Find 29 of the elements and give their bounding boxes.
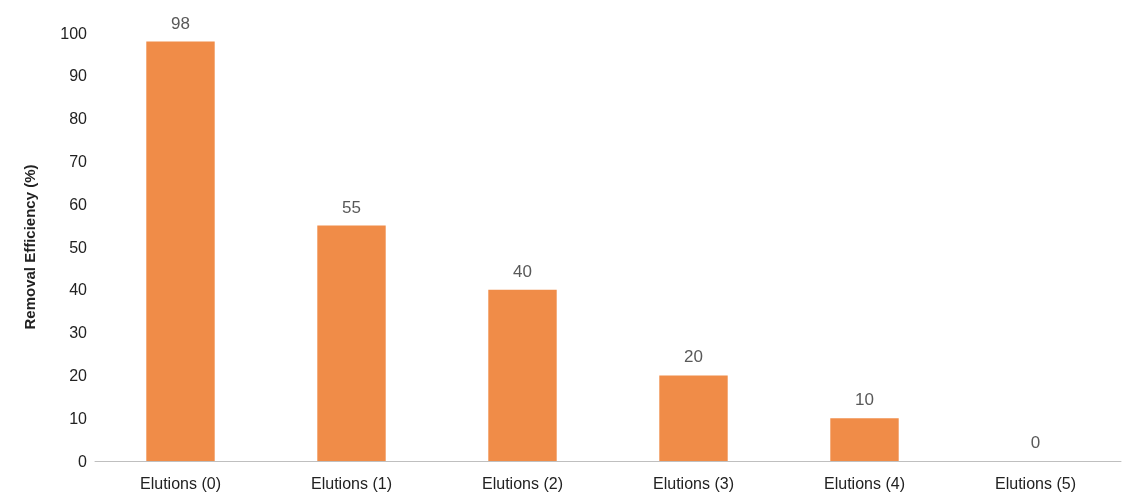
y-tick-label: 10 [69, 409, 88, 427]
y-tick-label: 70 [69, 152, 88, 170]
y-tick-label: 60 [69, 195, 88, 213]
data-label: 40 [513, 261, 532, 281]
x-tick-label: Elutions (1) [311, 474, 392, 492]
data-label: 10 [855, 390, 874, 410]
bar [317, 225, 386, 461]
data-label: 20 [684, 347, 703, 367]
bar [146, 41, 215, 461]
data-label: 98 [171, 13, 190, 33]
bar [830, 418, 899, 461]
data-label: 55 [342, 197, 361, 217]
y-tick-label: 30 [69, 324, 88, 342]
y-tick-label: 0 [78, 452, 88, 470]
y-axis-title: Removal Efficiency (%) [21, 164, 38, 330]
x-tick-label: Elutions (3) [653, 474, 734, 492]
y-tick-label: 40 [69, 281, 88, 299]
x-tick-label: Elutions (5) [995, 474, 1076, 492]
x-tick-label: Elutions (2) [482, 474, 563, 492]
y-tick-label: 90 [69, 67, 88, 85]
y-tick-label: 80 [69, 110, 88, 128]
bar [659, 375, 728, 461]
y-tick-label: 100 [60, 24, 88, 42]
data-label: 0 [1030, 433, 1041, 452]
y-tick-label: 50 [69, 238, 88, 256]
y-tick-label: 20 [69, 366, 88, 384]
bar [488, 289, 557, 461]
x-tick-label: Elutions (4) [824, 474, 905, 492]
x-tick-label: Elutions (0) [140, 474, 221, 492]
